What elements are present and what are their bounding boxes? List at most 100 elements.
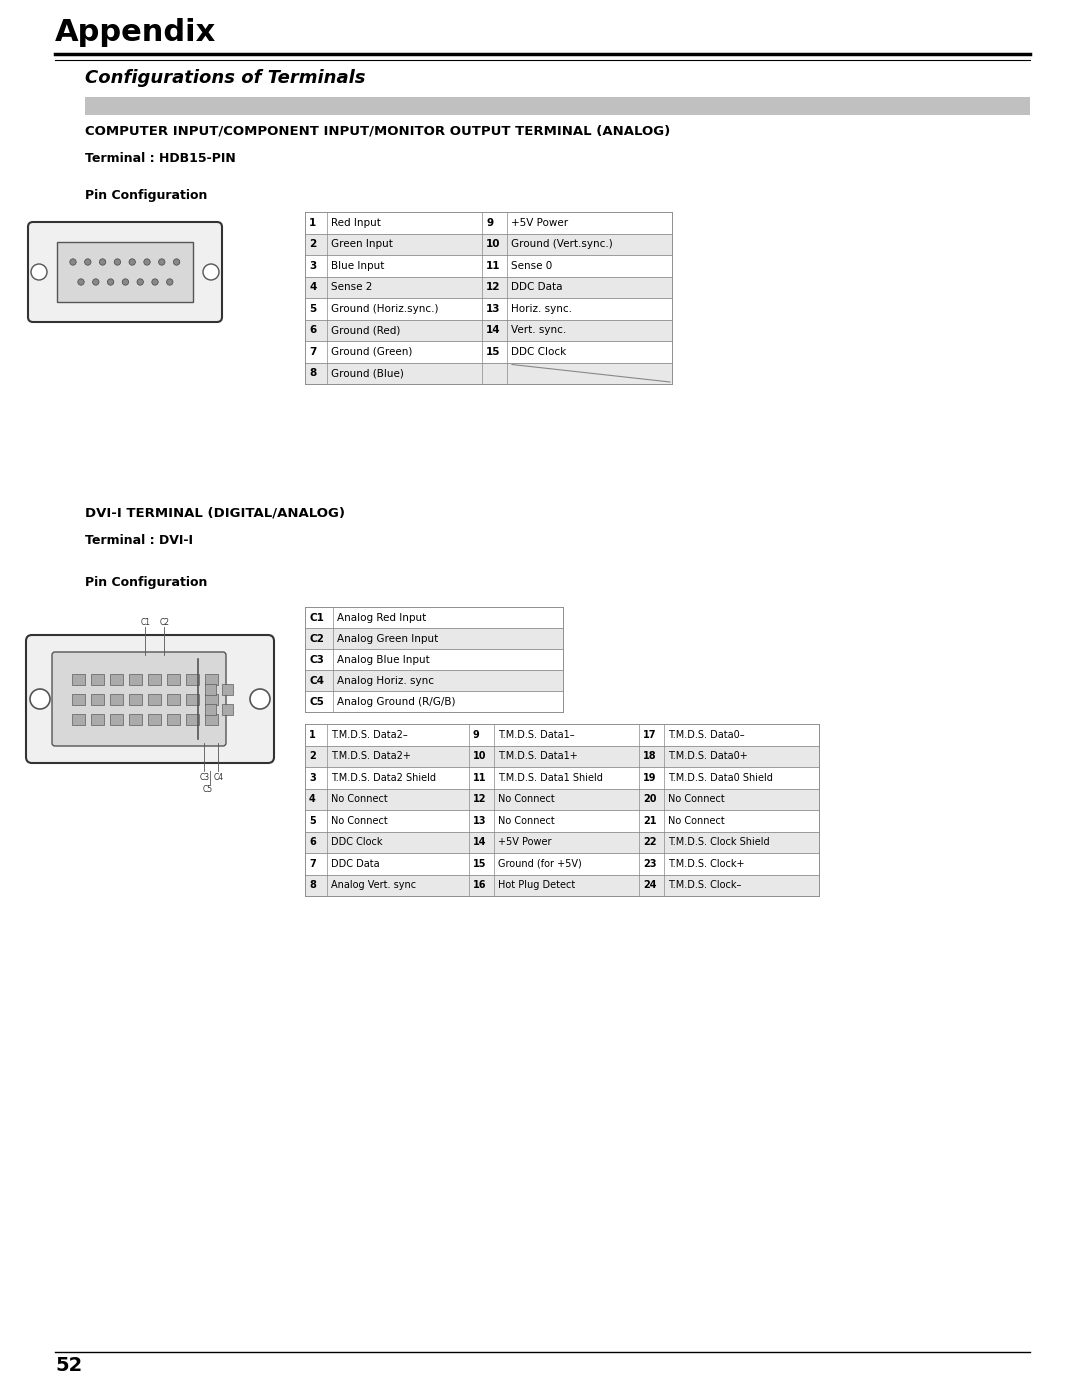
Text: DVI-I TERMINAL (DIGITAL/ANALOG): DVI-I TERMINAL (DIGITAL/ANALOG) <box>85 506 345 520</box>
Bar <box>204 693 217 704</box>
Text: Ground (Green): Ground (Green) <box>330 346 413 356</box>
Text: Analog Ground (R/G/B): Analog Ground (R/G/B) <box>337 697 456 707</box>
Bar <box>305 341 672 362</box>
Text: 18: 18 <box>643 752 657 761</box>
Text: 13: 13 <box>473 816 486 826</box>
Text: 12: 12 <box>486 282 500 292</box>
Bar <box>71 714 84 725</box>
Text: 12: 12 <box>473 795 486 805</box>
Circle shape <box>129 258 135 265</box>
Bar <box>305 875 819 895</box>
Text: +5V Power: +5V Power <box>498 837 552 847</box>
Bar <box>186 714 199 725</box>
Bar <box>305 767 819 788</box>
Text: No Connect: No Connect <box>669 795 725 805</box>
Bar <box>109 693 122 704</box>
Text: 15: 15 <box>486 346 500 356</box>
Circle shape <box>203 264 219 279</box>
Circle shape <box>152 279 158 285</box>
Bar <box>221 704 232 714</box>
Text: DDC Clock: DDC Clock <box>330 837 382 847</box>
Bar <box>204 683 216 694</box>
Bar <box>109 714 122 725</box>
Text: No Connect: No Connect <box>330 795 388 805</box>
Bar <box>305 362 672 384</box>
Text: 22: 22 <box>643 837 657 847</box>
Text: 17: 17 <box>643 729 657 740</box>
Circle shape <box>78 279 84 285</box>
Bar <box>109 673 122 685</box>
Text: 15: 15 <box>473 859 486 869</box>
Circle shape <box>31 264 48 279</box>
Text: C5: C5 <box>309 697 324 707</box>
Circle shape <box>70 258 77 265</box>
Text: 11: 11 <box>486 261 500 271</box>
Text: 14: 14 <box>486 326 501 335</box>
Text: Vert. sync.: Vert. sync. <box>511 326 566 335</box>
Text: Ground (Red): Ground (Red) <box>330 326 401 335</box>
Polygon shape <box>57 242 193 302</box>
Circle shape <box>99 258 106 265</box>
Text: T.M.D.S. Data2+: T.M.D.S. Data2+ <box>330 752 410 761</box>
Circle shape <box>166 279 173 285</box>
Bar <box>129 693 141 704</box>
Text: Analog Horiz. sync: Analog Horiz. sync <box>337 676 434 686</box>
Text: T.M.D.S. Data2–: T.M.D.S. Data2– <box>330 729 408 740</box>
Text: 11: 11 <box>473 773 486 782</box>
Circle shape <box>122 279 129 285</box>
Circle shape <box>159 258 165 265</box>
Text: Terminal : DVI-I: Terminal : DVI-I <box>85 534 193 548</box>
Text: C3: C3 <box>200 773 211 782</box>
Text: Sense 2: Sense 2 <box>330 282 373 292</box>
Text: T.M.D.S. Data0 Shield: T.M.D.S. Data0 Shield <box>669 773 773 782</box>
Text: 3: 3 <box>309 773 315 782</box>
Bar <box>129 673 141 685</box>
Text: Red Input: Red Input <box>330 218 381 228</box>
Text: Pin Configuration: Pin Configuration <box>85 189 207 203</box>
Bar <box>305 212 672 233</box>
Bar <box>305 854 819 875</box>
Text: Pin Configuration: Pin Configuration <box>85 576 207 590</box>
Bar <box>305 671 563 692</box>
Bar <box>166 714 179 725</box>
Bar <box>305 724 819 746</box>
Text: C4: C4 <box>309 676 324 686</box>
Bar <box>85 96 1030 115</box>
Bar <box>204 704 216 714</box>
Text: C3: C3 <box>309 655 324 665</box>
FancyBboxPatch shape <box>28 222 222 321</box>
Text: +5V Power: +5V Power <box>511 218 568 228</box>
Bar <box>305 831 819 854</box>
Circle shape <box>174 258 179 265</box>
Bar <box>305 692 563 712</box>
Text: Blue Input: Blue Input <box>330 261 384 271</box>
Text: Horiz. sync.: Horiz. sync. <box>511 303 572 314</box>
Text: T.M.D.S. Clock+: T.M.D.S. Clock+ <box>669 859 744 869</box>
FancyBboxPatch shape <box>26 636 274 763</box>
Bar <box>305 629 563 650</box>
Bar <box>91 714 104 725</box>
Text: DDC Data: DDC Data <box>511 282 563 292</box>
Text: COMPUTER INPUT/COMPONENT INPUT/MONITOR OUTPUT TERMINAL (ANALOG): COMPUTER INPUT/COMPONENT INPUT/MONITOR O… <box>85 124 671 137</box>
Text: No Connect: No Connect <box>330 816 388 826</box>
Text: No Connect: No Connect <box>498 816 555 826</box>
Text: C2: C2 <box>160 617 170 627</box>
Bar <box>305 298 672 320</box>
Text: Analog Vert. sync: Analog Vert. sync <box>330 880 416 890</box>
Circle shape <box>144 258 150 265</box>
Bar <box>305 650 563 671</box>
Circle shape <box>114 258 121 265</box>
Text: Ground (Horiz.sync.): Ground (Horiz.sync.) <box>330 303 438 314</box>
Text: 13: 13 <box>486 303 500 314</box>
Bar <box>71 673 84 685</box>
Text: Ground (for +5V): Ground (for +5V) <box>498 859 582 869</box>
Bar <box>91 673 104 685</box>
Text: Ground (Vert.sync.): Ground (Vert.sync.) <box>511 239 612 249</box>
Text: No Connect: No Connect <box>669 816 725 826</box>
Text: T.M.D.S. Clock Shield: T.M.D.S. Clock Shield <box>669 837 770 847</box>
Circle shape <box>249 689 270 710</box>
Bar <box>305 810 819 831</box>
Text: 8: 8 <box>309 880 315 890</box>
Text: 9: 9 <box>486 218 494 228</box>
Bar <box>148 673 161 685</box>
